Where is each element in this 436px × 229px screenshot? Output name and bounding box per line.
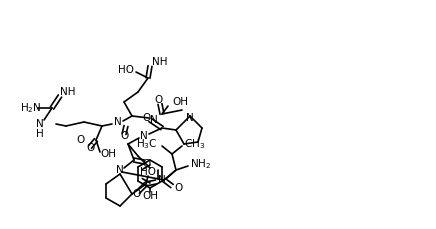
- Text: NH: NH: [60, 87, 75, 97]
- Text: O: O: [132, 189, 140, 199]
- Text: O: O: [154, 95, 162, 105]
- Text: H: H: [36, 129, 44, 139]
- Text: O: O: [142, 113, 150, 123]
- Text: O: O: [76, 135, 84, 145]
- Text: N: N: [36, 119, 44, 129]
- Text: O: O: [174, 183, 182, 193]
- Text: O: O: [120, 131, 128, 141]
- Text: HO: HO: [118, 65, 134, 75]
- Text: N: N: [114, 117, 122, 127]
- Text: H$_2$N: H$_2$N: [20, 101, 41, 115]
- Text: OH: OH: [142, 191, 158, 201]
- Text: N: N: [150, 115, 158, 125]
- Text: N: N: [186, 113, 194, 123]
- Text: NH$_2$: NH$_2$: [190, 157, 211, 171]
- Text: N: N: [140, 131, 148, 141]
- Text: HO: HO: [140, 167, 156, 177]
- Text: CH$_3$: CH$_3$: [184, 137, 205, 151]
- Text: OH: OH: [172, 97, 188, 107]
- Text: N: N: [116, 165, 124, 175]
- Text: NH: NH: [152, 57, 167, 67]
- Text: OH: OH: [100, 149, 116, 159]
- Text: N: N: [158, 175, 166, 185]
- Text: O: O: [86, 143, 94, 153]
- Text: O: O: [142, 159, 150, 169]
- Text: H$_3$C: H$_3$C: [136, 137, 158, 151]
